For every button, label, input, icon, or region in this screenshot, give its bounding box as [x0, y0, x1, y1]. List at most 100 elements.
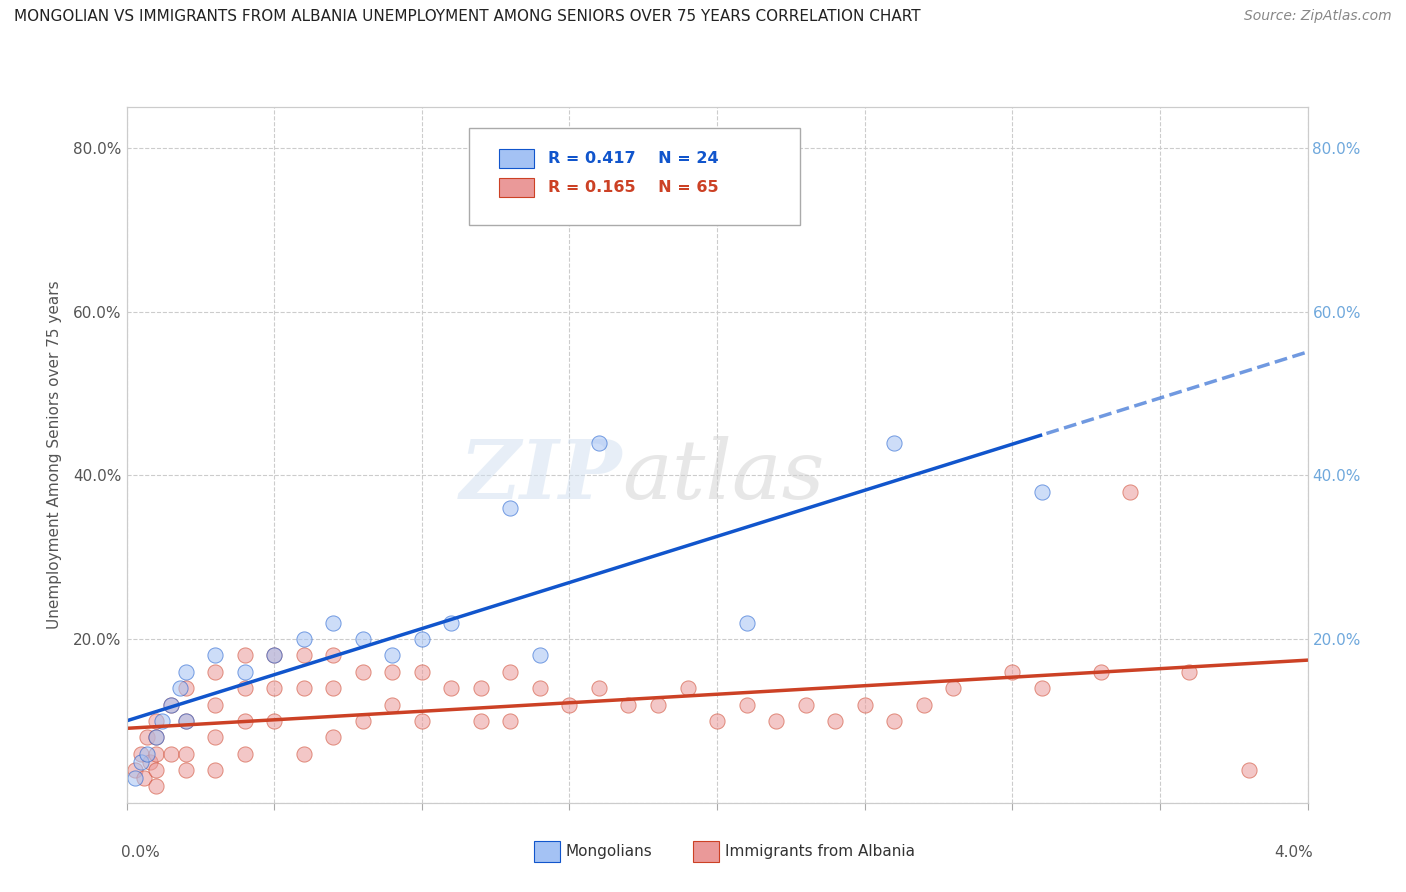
Point: [588, 681, 610, 696]
Point: [233, 665, 256, 679]
Text: 4.0%: 4.0%: [1275, 845, 1313, 860]
Point: [204, 698, 226, 712]
Point: [174, 681, 197, 696]
Point: [499, 501, 522, 516]
Point: [617, 698, 640, 712]
Text: R = 0.417    N = 24: R = 0.417 N = 24: [548, 151, 718, 166]
Point: [647, 698, 669, 712]
Point: [1031, 681, 1053, 696]
Point: [322, 731, 344, 745]
Point: [794, 698, 817, 712]
Point: [233, 648, 256, 663]
Point: [145, 763, 167, 777]
Point: [1001, 665, 1024, 679]
Point: [134, 771, 156, 785]
Bar: [534, 841, 560, 862]
Point: [735, 698, 758, 712]
Text: Immigrants from Albania: Immigrants from Albania: [725, 844, 915, 859]
Point: [292, 747, 315, 761]
Text: ZIP: ZIP: [460, 436, 623, 516]
Point: [1178, 665, 1201, 679]
Point: [169, 681, 191, 696]
Point: [160, 698, 183, 712]
Point: [139, 755, 162, 769]
Point: [942, 681, 965, 696]
Point: [322, 681, 344, 696]
FancyBboxPatch shape: [470, 128, 800, 226]
Bar: [499, 149, 534, 169]
Point: [233, 747, 256, 761]
Point: [150, 714, 173, 728]
Text: atlas: atlas: [623, 436, 825, 516]
Point: [204, 665, 226, 679]
Point: [136, 747, 159, 761]
Point: [352, 714, 374, 728]
Point: [912, 698, 935, 712]
Point: [160, 747, 183, 761]
Point: [706, 714, 728, 728]
Point: [145, 780, 167, 794]
Point: [1090, 665, 1112, 679]
Point: [529, 648, 551, 663]
Point: [204, 648, 226, 663]
Point: [1119, 484, 1142, 499]
Point: [136, 731, 159, 745]
Point: [145, 714, 167, 728]
Point: [352, 665, 374, 679]
Point: [124, 771, 146, 785]
Point: [352, 632, 374, 646]
Point: [558, 698, 581, 712]
Point: [853, 698, 876, 712]
Point: [263, 681, 285, 696]
Point: [381, 648, 404, 663]
Point: [735, 615, 758, 630]
Point: [381, 665, 404, 679]
Point: [292, 681, 315, 696]
Y-axis label: Unemployment Among Seniors over 75 years: Unemployment Among Seniors over 75 years: [46, 281, 62, 629]
Text: 0.0%: 0.0%: [121, 845, 159, 860]
Point: [322, 615, 344, 630]
Point: [263, 648, 285, 663]
Point: [824, 714, 846, 728]
Point: [411, 665, 433, 679]
Bar: [499, 178, 534, 197]
Point: [233, 714, 256, 728]
Point: [174, 714, 197, 728]
Point: [145, 731, 167, 745]
Point: [233, 681, 256, 696]
Point: [322, 648, 344, 663]
Point: [129, 747, 153, 761]
Point: [1031, 484, 1053, 499]
Point: [440, 681, 463, 696]
Text: Source: ZipAtlas.com: Source: ZipAtlas.com: [1244, 9, 1392, 23]
Point: [263, 714, 285, 728]
Point: [883, 435, 905, 450]
Bar: [693, 841, 720, 862]
Text: Mongolians: Mongolians: [565, 844, 652, 859]
Point: [174, 763, 197, 777]
Point: [204, 763, 226, 777]
Point: [129, 755, 153, 769]
Text: R = 0.165    N = 65: R = 0.165 N = 65: [548, 180, 718, 195]
Point: [204, 731, 226, 745]
Point: [160, 698, 183, 712]
Point: [765, 714, 787, 728]
Point: [292, 648, 315, 663]
Point: [381, 698, 404, 712]
Point: [292, 632, 315, 646]
Point: [124, 763, 146, 777]
Point: [174, 665, 197, 679]
Point: [499, 714, 522, 728]
Point: [499, 665, 522, 679]
Point: [588, 435, 610, 450]
Point: [411, 632, 433, 646]
Point: [411, 714, 433, 728]
Point: [470, 681, 492, 696]
Point: [529, 681, 551, 696]
Point: [883, 714, 905, 728]
Point: [145, 731, 167, 745]
Point: [440, 615, 463, 630]
Point: [263, 648, 285, 663]
Point: [174, 714, 197, 728]
Point: [145, 747, 167, 761]
